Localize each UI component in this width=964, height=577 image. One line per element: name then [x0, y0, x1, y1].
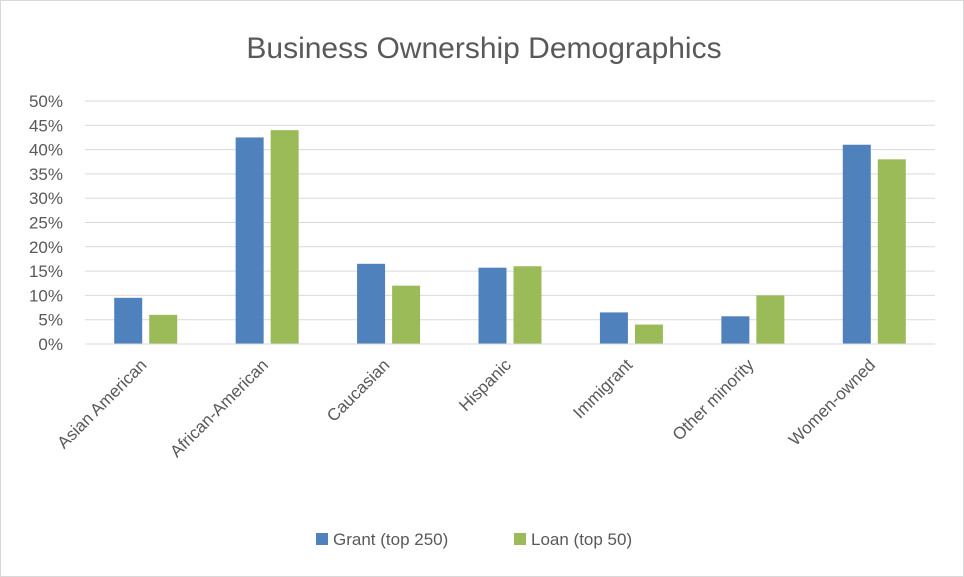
bar-grant-4 — [599, 312, 628, 344]
bar-loan-3 — [513, 266, 542, 344]
x-category-label: Caucasian — [323, 355, 393, 425]
y-tick-label: 40% — [29, 141, 63, 160]
gridlines — [85, 100, 935, 321]
bar-loan-1 — [270, 130, 299, 344]
bar-grant-0 — [114, 297, 143, 344]
y-axis-tick-labels: 0% 5% 10% 15% 20% 25% 30% 35% 40% 45% 50% — [29, 92, 63, 354]
y-tick-label: 20% — [29, 238, 63, 257]
x-category-label: Asian American — [54, 355, 151, 452]
bar-grant-3 — [478, 267, 507, 344]
legend-label-grant: Grant (top 250) — [333, 530, 448, 549]
bar-grant-5 — [721, 316, 750, 344]
y-tick-label: 5% — [38, 311, 63, 330]
bar-grant-1 — [235, 137, 264, 344]
bar-loan-0 — [149, 314, 178, 344]
legend: Grant (top 250) Loan (top 50) — [316, 530, 632, 549]
bar-loan-5 — [756, 295, 785, 344]
x-category-label: Hispanic — [455, 355, 515, 415]
legend-swatch-loan — [514, 533, 526, 545]
y-tick-label: 45% — [29, 116, 63, 135]
y-tick-label: 30% — [29, 189, 63, 208]
y-tick-label: 50% — [29, 92, 63, 111]
x-category-label: Immigrant — [569, 355, 636, 422]
y-tick-label: 25% — [29, 214, 63, 233]
bar-grant-2 — [357, 263, 386, 344]
bars — [114, 130, 906, 344]
x-category-label: African-American — [166, 355, 272, 461]
x-axis-category-labels: Asian American African-American Caucasian H… — [54, 355, 880, 461]
x-category-label: Women-owned — [785, 355, 879, 449]
y-tick-label: 15% — [29, 262, 63, 281]
bar-loan-4 — [634, 324, 663, 344]
bar-loan-2 — [392, 285, 421, 344]
x-category-label: Other minority — [669, 355, 758, 444]
chart-title: Business Ownership Demographics — [246, 32, 721, 65]
legend-label-loan: Loan (top 50) — [531, 530, 632, 549]
legend-swatch-grant — [316, 533, 328, 545]
y-tick-label: 35% — [29, 165, 63, 184]
bar-loan-6 — [877, 159, 906, 344]
y-tick-label: 0% — [38, 335, 63, 354]
bar-grant-6 — [842, 144, 871, 344]
y-tick-label: 10% — [29, 286, 63, 305]
